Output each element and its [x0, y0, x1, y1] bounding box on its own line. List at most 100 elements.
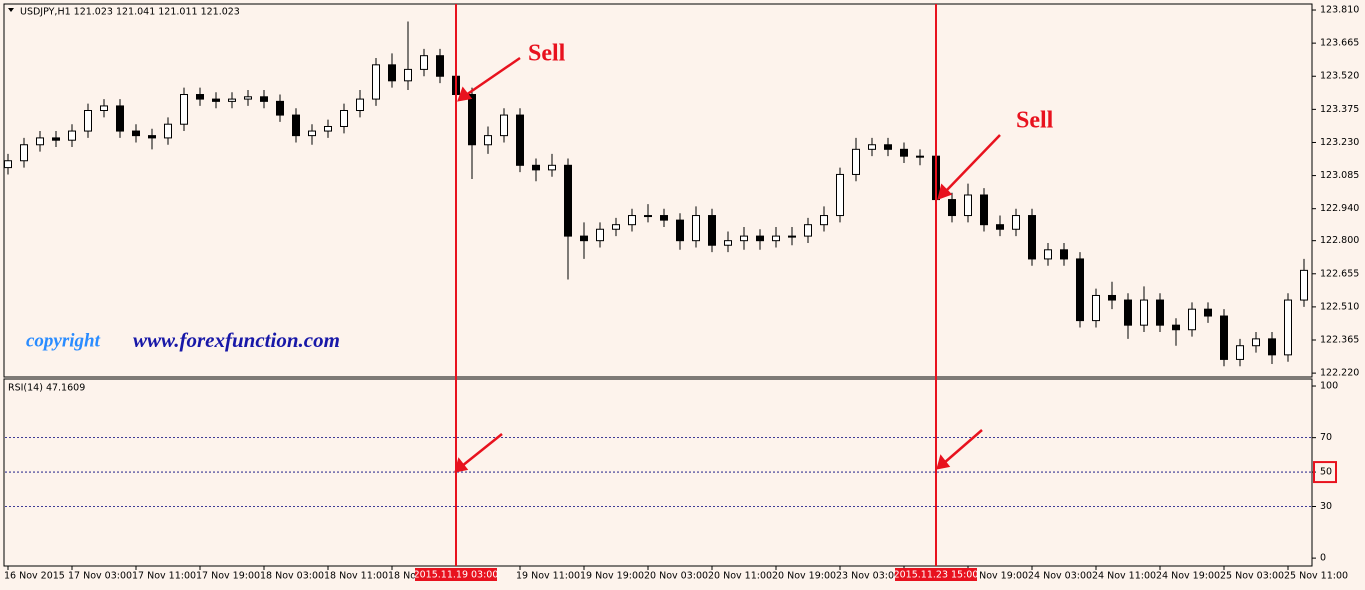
candle-body	[1092, 294, 1100, 322]
candle-body	[1028, 215, 1036, 260]
candle-body	[228, 98, 236, 102]
rsi-title: RSI(14) 47.1609	[8, 383, 85, 394]
x-tick-label: 20 Nov 11:00	[708, 571, 772, 582]
candle-body	[1252, 338, 1260, 347]
candle-body	[1044, 249, 1052, 260]
candle-body	[900, 148, 908, 157]
candle-body	[1108, 294, 1116, 301]
y-tick-label: 122.220	[1320, 368, 1359, 379]
y-tick-label: 123.520	[1320, 71, 1359, 82]
price-panel	[3, 3, 1313, 378]
menu-triangle	[8, 8, 14, 12]
arrow-head	[936, 454, 951, 470]
candle-body	[404, 68, 412, 82]
x-tick-label: 23 Nov 19:00	[964, 571, 1028, 582]
candle-body	[1172, 324, 1180, 331]
candle-body	[84, 110, 92, 132]
arrow	[465, 56, 521, 97]
candle-body	[708, 215, 716, 246]
candle-body	[196, 94, 204, 100]
y-tick-label: 122.655	[1320, 268, 1359, 279]
candle-body	[548, 164, 556, 171]
arrows	[454, 56, 1001, 473]
x-tick-label: 16 Nov 2015	[4, 571, 65, 582]
candle-body	[964, 194, 972, 217]
candle-body	[1204, 308, 1212, 317]
candle-body	[500, 114, 508, 137]
chart-title: USDJPY,H1 121.023 121.041 121.011 121.02…	[20, 7, 240, 18]
arrow	[461, 433, 503, 467]
candle-body	[436, 55, 444, 77]
candle-body	[148, 135, 156, 139]
arrow-head	[454, 457, 469, 473]
candle-body	[916, 155, 924, 158]
candle-body	[660, 215, 668, 221]
arrow	[945, 134, 1001, 192]
candle-body	[516, 114, 524, 166]
candle-body	[756, 235, 764, 242]
plot-layer: 123.810 123.665 123.520 123.375 123.230 123.0…	[4, 4, 1359, 582]
candle-body	[356, 98, 364, 112]
candle-body	[596, 228, 604, 242]
candle-body	[1220, 315, 1228, 360]
x-tick-label: 23 Nov 03:00	[836, 571, 900, 582]
y-tick-label: 50	[1320, 467, 1332, 478]
watermark: www.forexfunction.com	[133, 328, 340, 352]
candle-body	[308, 130, 316, 137]
y-tick-label: 122.940	[1320, 203, 1359, 214]
candle-body	[100, 105, 108, 112]
x-tick-label: 24 Nov 19:00	[1156, 571, 1220, 582]
y-tick-label: 123.230	[1320, 137, 1359, 148]
arrow-head	[937, 183, 953, 200]
candle-body	[612, 224, 620, 230]
candle-body	[324, 125, 332, 132]
candle-body	[884, 144, 892, 150]
candle-body	[532, 164, 540, 171]
x-tick-label: 17 Nov 11:00	[132, 571, 196, 582]
x-tick-label: 25 Nov 11:00	[1284, 571, 1348, 582]
candle-body	[692, 215, 700, 242]
arrow-head	[457, 86, 473, 102]
x-tick-label: 17 Nov 03:00	[68, 571, 132, 582]
candle-body	[868, 144, 876, 150]
y-tick-label: 123.810	[1320, 5, 1359, 16]
candle-body	[212, 98, 220, 102]
y-tick-label: 70	[1320, 432, 1332, 443]
candle-body	[1124, 299, 1132, 326]
x-tick-label: 24 Nov 03:00	[1028, 571, 1092, 582]
candle-body	[468, 94, 476, 146]
y-tick-label: 122.800	[1320, 235, 1359, 246]
candle-body	[852, 148, 860, 175]
candle-body	[484, 135, 492, 146]
x-tick-label: 18 Nov 11:00	[324, 571, 388, 582]
x-tick-label: 20 Nov 03:00	[644, 571, 708, 582]
candle-body	[1300, 269, 1308, 301]
candle-body	[244, 96, 252, 100]
candle-body	[820, 215, 828, 226]
candle-body	[1156, 299, 1164, 326]
candle-body	[836, 173, 844, 217]
candle-body	[740, 235, 748, 242]
y-tick-label: 100	[1320, 381, 1338, 392]
candle-body	[676, 219, 684, 242]
candle-body	[980, 194, 988, 226]
candle-body	[580, 235, 588, 242]
candle-body	[772, 235, 780, 242]
candle-body	[132, 130, 140, 137]
candle-body	[180, 94, 188, 125]
candle-body	[564, 164, 572, 237]
candle-body	[164, 123, 172, 139]
candle-body	[372, 64, 380, 100]
candle-body	[1268, 338, 1276, 356]
candle-body	[340, 110, 348, 127]
y-tick-label: 30	[1320, 501, 1332, 512]
candle-body	[1284, 299, 1292, 356]
candle-body	[68, 130, 76, 141]
y-tick-label: 0	[1320, 553, 1326, 564]
marker-label-bg	[895, 568, 977, 581]
candle-body	[628, 215, 636, 226]
candle-body	[260, 96, 268, 102]
candle-body	[20, 144, 28, 162]
